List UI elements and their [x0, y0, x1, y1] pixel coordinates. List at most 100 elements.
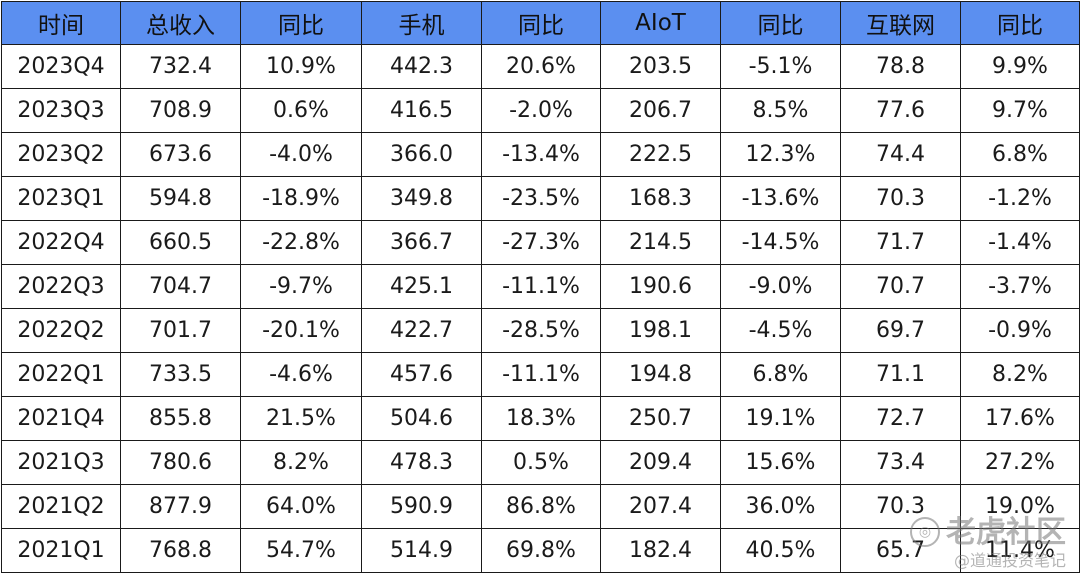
cell-aiot-yoy: -14.5%: [720, 220, 841, 265]
cell-total-revenue: 877.9: [120, 484, 241, 529]
cell-phone: 478.3: [361, 440, 482, 485]
table-row: 2021Q4 855.8 21.5% 504.6 18.3% 250.7 19.1% 72.7…: [1, 396, 1080, 441]
header-time: 时间: [1, 1, 121, 45]
cell-internet-yoy: -3.7%: [960, 264, 1080, 309]
cell-internet: 70.3: [840, 176, 961, 221]
cell-total-yoy: 21.5%: [240, 396, 362, 441]
header-phone-yoy: 同比: [481, 1, 601, 45]
cell-internet-yoy: 9.7%: [960, 88, 1080, 133]
table-row: 2021Q2 877.9 64.0% 590.9 86.8% 207.4 36.0% 70.3…: [1, 484, 1080, 529]
cell-total-revenue: 855.8: [120, 396, 241, 441]
cell-time: 2023Q4: [1, 44, 121, 89]
cell-aiot: 214.5: [600, 220, 721, 265]
cell-total-yoy: -18.9%: [240, 176, 362, 221]
cell-time: 2022Q3: [1, 264, 121, 309]
cell-time: 2023Q3: [1, 88, 121, 133]
table-row: 2022Q1 733.5 -4.6% 457.6 -11.1% 194.8 6.8% 71.1…: [1, 352, 1080, 397]
header-total-yoy: 同比: [240, 1, 362, 45]
cell-aiot: 198.1: [600, 308, 721, 353]
cell-total-yoy: -4.0%: [240, 132, 362, 177]
cell-internet-yoy: 27.2%: [960, 440, 1080, 485]
cell-phone: 442.3: [361, 44, 482, 89]
cell-time: 2021Q2: [1, 484, 121, 529]
cell-phone-yoy: 86.8%: [481, 484, 601, 529]
header-phone: 手机: [361, 1, 482, 45]
header-aiot: AIoT: [600, 1, 721, 45]
table-row: 2022Q2 701.7 -20.1% 422.7 -28.5% 198.1 -4.5% 69…: [1, 308, 1080, 353]
cell-total-revenue: 701.7: [120, 308, 241, 353]
cell-internet: 72.7: [840, 396, 961, 441]
cell-time: 2022Q1: [1, 352, 121, 397]
table-row: 2023Q1 594.8 -18.9% 349.8 -23.5% 168.3 -13.6% 7…: [1, 176, 1080, 221]
cell-internet: 77.6: [840, 88, 961, 133]
cell-aiot: 190.6: [600, 264, 721, 309]
cell-phone: 514.9: [361, 528, 482, 573]
cell-total-revenue: 673.6: [120, 132, 241, 177]
cell-aiot-yoy: 6.8%: [720, 352, 841, 397]
cell-phone-yoy: -11.1%: [481, 352, 601, 397]
cell-total-revenue: 594.8: [120, 176, 241, 221]
table-row: 2023Q4 732.4 10.9% 442.3 20.6% 203.5 -5.1% 78.8…: [1, 44, 1080, 89]
cell-internet: 78.8: [840, 44, 961, 89]
cell-phone-yoy: -27.3%: [481, 220, 601, 265]
cell-aiot: 206.7: [600, 88, 721, 133]
cell-phone-yoy: 69.8%: [481, 528, 601, 573]
cell-total-yoy: -4.6%: [240, 352, 362, 397]
cell-aiot-yoy: -5.1%: [720, 44, 841, 89]
cell-aiot-yoy: 40.5%: [720, 528, 841, 573]
cell-total-revenue: 733.5: [120, 352, 241, 397]
cell-aiot: 222.5: [600, 132, 721, 177]
cell-aiot: 203.5: [600, 44, 721, 89]
cell-phone: 366.0: [361, 132, 482, 177]
cell-internet: 70.7: [840, 264, 961, 309]
cell-internet-yoy: -1.4%: [960, 220, 1080, 265]
cell-aiot: 207.4: [600, 484, 721, 529]
cell-time: 2021Q1: [1, 528, 121, 573]
header-row: 时间 总收入 同比 手机 同比 AIoT 同比 互联网 同比: [1, 1, 1080, 45]
cell-aiot-yoy: -13.6%: [720, 176, 841, 221]
cell-phone-yoy: -23.5%: [481, 176, 601, 221]
header-internet-yoy: 同比: [960, 1, 1080, 45]
cell-total-revenue: 780.6: [120, 440, 241, 485]
cell-total-yoy: 0.6%: [240, 88, 362, 133]
cell-time: 2022Q2: [1, 308, 121, 353]
table-row: 2021Q1 768.8 54.7% 514.9 69.8% 182.4 40.5% 65.7…: [1, 528, 1080, 573]
cell-phone: 504.6: [361, 396, 482, 441]
table-row: 2022Q4 660.5 -22.8% 366.7 -27.3% 214.5 -14.5% 7…: [1, 220, 1080, 265]
cell-total-revenue: 732.4: [120, 44, 241, 89]
cell-phone: 416.5: [361, 88, 482, 133]
cell-internet: 71.7: [840, 220, 961, 265]
cell-phone-yoy: -13.4%: [481, 132, 601, 177]
table-header: 时间 总收入 同比 手机 同比 AIoT 同比 互联网 同比: [1, 1, 1080, 45]
cell-total-revenue: 768.8: [120, 528, 241, 573]
cell-phone: 422.7: [361, 308, 482, 353]
cell-aiot-yoy: 36.0%: [720, 484, 841, 529]
cell-internet: 73.4: [840, 440, 961, 485]
table-row: 2021Q3 780.6 8.2% 478.3 0.5% 209.4 15.6% 73.4 27…: [1, 440, 1080, 485]
cell-total-revenue: 704.7: [120, 264, 241, 309]
cell-total-yoy: -20.1%: [240, 308, 362, 353]
cell-aiot-yoy: 15.6%: [720, 440, 841, 485]
cell-aiot-yoy: -9.0%: [720, 264, 841, 309]
table-row: 2023Q3 708.9 0.6% 416.5 -2.0% 206.7 8.5% 77.6 9.…: [1, 88, 1080, 133]
cell-aiot: 168.3: [600, 176, 721, 221]
cell-phone-yoy: -28.5%: [481, 308, 601, 353]
cell-phone: 349.8: [361, 176, 482, 221]
cell-total-yoy: -9.7%: [240, 264, 362, 309]
cell-aiot-yoy: -4.5%: [720, 308, 841, 353]
cell-phone: 366.7: [361, 220, 482, 265]
cell-phone: 425.1: [361, 264, 482, 309]
cell-total-yoy: 10.9%: [240, 44, 362, 89]
cell-time: 2021Q4: [1, 396, 121, 441]
cell-time: 2023Q1: [1, 176, 121, 221]
cell-internet: 71.1: [840, 352, 961, 397]
header-internet: 互联网: [840, 1, 961, 45]
cell-phone-yoy: -11.1%: [481, 264, 601, 309]
cell-internet-yoy: 6.8%: [960, 132, 1080, 177]
cell-internet-yoy: -1.2%: [960, 176, 1080, 221]
cell-internet-yoy: 11.4%: [960, 528, 1080, 573]
header-aiot-yoy: 同比: [720, 1, 841, 45]
table-row: 2023Q2 673.6 -4.0% 366.0 -13.4% 222.5 12.3% 74.…: [1, 132, 1080, 177]
cell-phone-yoy: 20.6%: [481, 44, 601, 89]
